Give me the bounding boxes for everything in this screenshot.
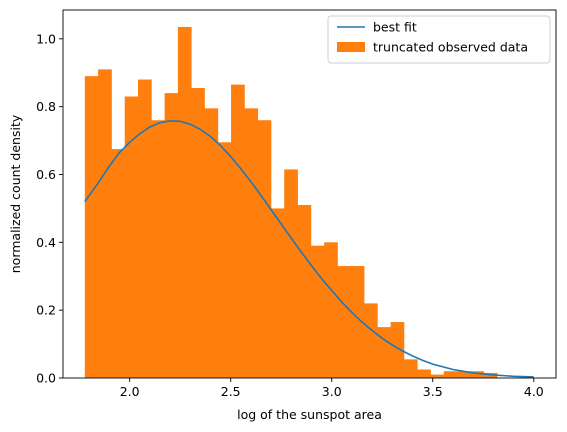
x-tick-label: 3.5 [423,384,443,399]
y-tick-label: 1.0 [36,31,56,46]
y-axis: 0.0 0.2 0.4 0.6 0.8 1.0 [36,31,63,386]
histogram-bar [124,96,139,379]
y-tick-label: 0.2 [36,303,56,318]
legend: best fit truncated observed data [327,15,551,64]
y-axis-label: normalized count density [8,114,23,273]
histogram-bar [457,371,471,378]
plot-area [84,26,534,379]
histogram-bar [84,76,99,378]
histogram-bar [244,108,259,379]
histogram-bar [151,120,165,378]
histogram-bar [204,108,219,379]
axes-frame [62,9,557,379]
histogram-bar [111,149,126,378]
legend-box [327,15,551,64]
x-tick-label: 3.0 [322,384,342,399]
x-tick-label: 2.0 [120,384,140,399]
legend-label-observed: truncated observed data [373,40,528,55]
histogram-bar [403,359,418,378]
y-tick-label: 0.4 [36,235,56,250]
x-tick-label: 2.5 [221,384,241,399]
histogram-bar [417,369,431,378]
histogram-bar [470,371,485,378]
y-tick-label: 0.0 [36,371,56,386]
histogram-bar [231,84,245,379]
histogram-bar [337,266,352,378]
histogram-bar [377,327,391,378]
x-axis-label: log of the sunspot area [237,407,382,422]
histogram-bar [443,371,458,378]
histogram-bar [430,374,445,378]
x-tick-label: 4.0 [524,384,544,399]
histogram-bar [257,120,272,378]
histogram-bar [164,93,179,378]
legend-label-best-fit: best fit [373,20,417,35]
histogram-bar [138,79,152,378]
histogram-bar [270,208,285,378]
histogram-bar [297,205,312,378]
histogram-bar [284,169,298,378]
best-fit-line [84,120,534,378]
x-axis: 2.0 2.5 3.0 3.5 4.0 [120,378,544,399]
legend-bar-swatch [337,42,365,52]
histogram-bar [364,303,378,378]
histogram-bar [310,245,325,378]
histogram-bar [390,322,405,378]
histogram-bar [177,26,192,379]
histogram-bar [324,242,338,378]
histogram-bar [98,69,112,378]
y-tick-label: 0.6 [36,167,56,182]
histogram-bar [217,142,232,378]
y-tick-label: 0.8 [36,99,56,114]
histogram-bar [191,88,205,378]
histogram-bar [350,266,365,378]
